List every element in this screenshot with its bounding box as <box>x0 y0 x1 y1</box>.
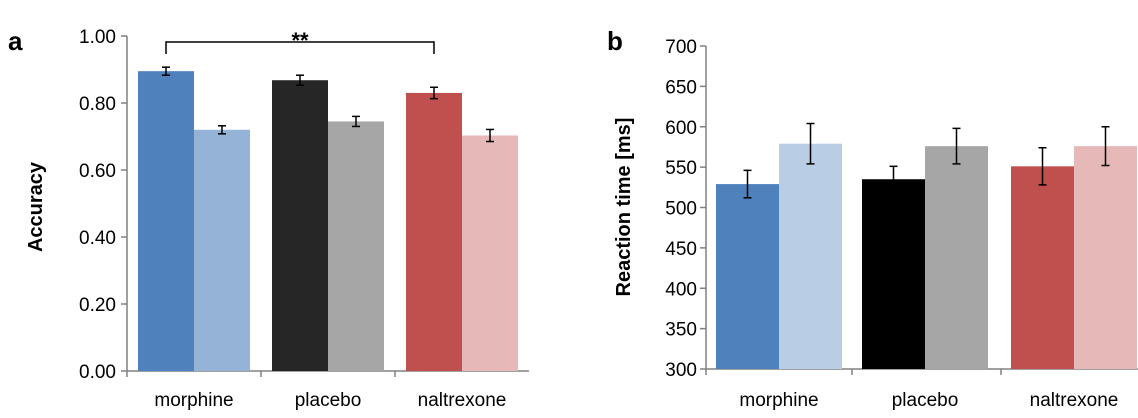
panel-b-category-label: morphine <box>739 390 818 411</box>
panel-b-y-tick-label: 650 <box>665 77 697 98</box>
panel-a-bar-naltrexone-second <box>462 135 518 371</box>
panel-b-bar-naltrexone-second <box>1074 146 1137 369</box>
panel-a-bar-naltrexone-first <box>406 92 462 371</box>
panel-a-y-tick-label: 0.80 <box>79 94 116 115</box>
panel-b-y-axis-title: Reaction time [ms] <box>613 118 635 297</box>
panel-a-bar-morphine-first <box>138 71 194 372</box>
panel-b-y-tick-label: 350 <box>665 320 697 341</box>
panel-b-bar-naltrexone-first <box>1011 166 1074 369</box>
panel-a-letter: a <box>8 26 23 56</box>
panel-a-bar-placebo-second <box>328 121 384 371</box>
panel-b-category-label: naltrexone <box>1030 390 1119 411</box>
panel-b-bar-placebo-first <box>862 179 925 369</box>
panel-a-y-tick-label: 0.20 <box>79 295 116 316</box>
panel-a-significance-bracket <box>165 41 435 54</box>
panel-a-y-axis-title: Accuracy <box>25 161 47 252</box>
panel-a-bar-placebo-first <box>272 80 328 371</box>
panel-b-y-tick-label: 600 <box>665 118 697 139</box>
panel-b-y-tick-label: 700 <box>665 37 697 58</box>
panel-b-y-tick-label: 300 <box>665 360 697 381</box>
panel-a-significance-label: ** <box>291 28 309 53</box>
panel-b-y-tick-label: 400 <box>665 279 697 300</box>
panel-b: b Reaction time [ms] 300 350 400 450 500 550 6… <box>607 26 1138 411</box>
panel-a-category-label: morphine <box>154 390 233 411</box>
panel-a: a Accuracy 0.00 0.20 0.40 0.60 0.80 1.00 morph… <box>8 26 529 411</box>
panel-a-y-tick-label: 0.40 <box>79 228 116 249</box>
panel-b-y-tick-label: 500 <box>665 199 697 220</box>
panel-b-y-tick-label: 450 <box>665 239 697 260</box>
panel-b-letter: b <box>607 26 623 56</box>
panel-a-bar-morphine-second <box>194 129 250 371</box>
panel-a-category-label: placebo <box>295 390 362 411</box>
panel-b-category-label: placebo <box>892 390 959 411</box>
panel-a-y-tick-label: 0.00 <box>79 362 116 383</box>
panel-a-category-label: naltrexone <box>418 390 507 411</box>
panel-b-y-tick-label: 550 <box>665 158 697 179</box>
panel-b-bar-morphine-first <box>716 184 779 369</box>
panel-a-y-tick-label: 0.60 <box>79 161 116 182</box>
panel-b-bar-placebo-second <box>925 146 988 369</box>
panel-a-y-tick-label: 1.00 <box>79 27 116 48</box>
panel-b-bar-morphine-second <box>779 143 842 369</box>
